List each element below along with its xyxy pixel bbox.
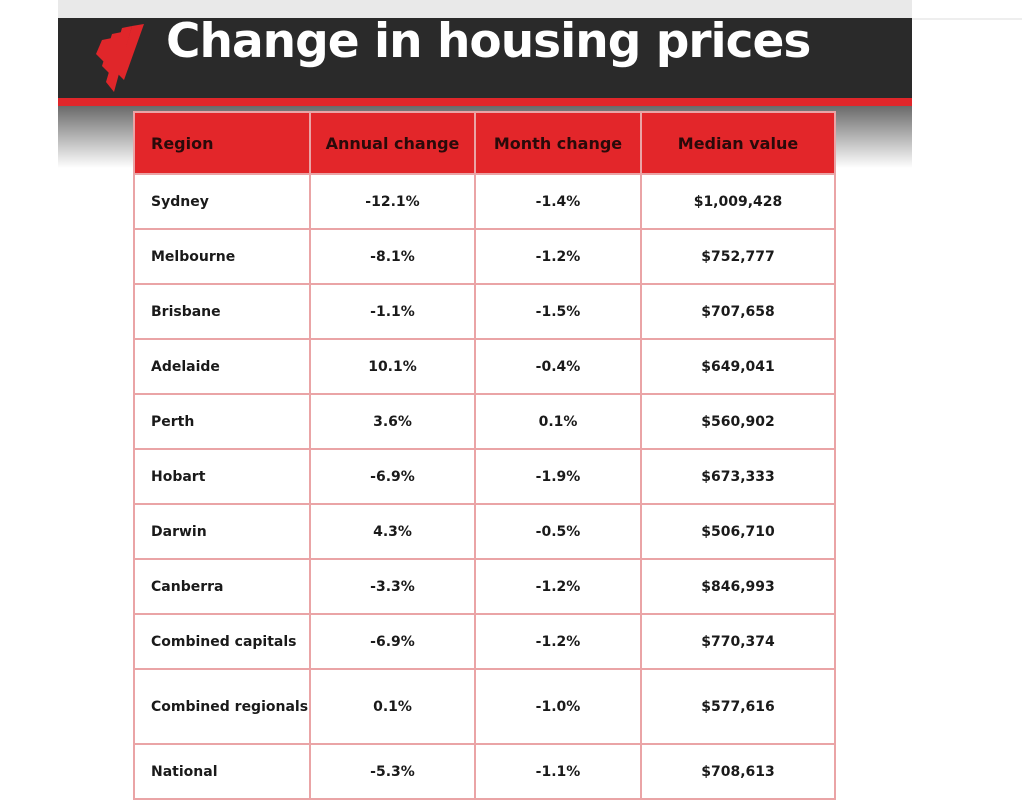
table-row: Melbourne -8.1% -1.2% $752,777 (133, 228, 836, 285)
table-row: Adelaide 10.1% -0.4% $649,041 (133, 338, 836, 395)
region-cell: Perth (133, 393, 311, 450)
region-cell: Brisbane (133, 283, 311, 340)
column-header-region: Region (133, 111, 311, 175)
annual-change-cell: 3.6% (309, 393, 476, 450)
annual-change-cell: 10.1% (309, 338, 476, 395)
region-cell: National (133, 743, 311, 800)
median-value-cell: $560,902 (640, 393, 836, 450)
median-value-cell: $770,374 (640, 613, 836, 670)
annual-change-cell: 0.1% (309, 668, 476, 745)
annual-change-cell: -6.9% (309, 613, 476, 670)
median-value-cell: $577,616 (640, 668, 836, 745)
region-cell: Adelaide (133, 338, 311, 395)
red-stripe (58, 98, 912, 106)
median-value-cell: $708,613 (640, 743, 836, 800)
table-row: Brisbane -1.1% -1.5% $707,658 (133, 283, 836, 340)
table-row: Combined capitals -6.9% -1.2% $770,374 (133, 613, 836, 670)
sbs-logo-icon (96, 24, 144, 92)
month-change-cell: 0.1% (474, 393, 642, 450)
housing-prices-table: Region Annual change Month change Median… (133, 111, 836, 800)
median-value-cell: $649,041 (640, 338, 836, 395)
month-change-cell: -0.5% (474, 503, 642, 560)
table-row: Sydney -12.1% -1.4% $1,009,428 (133, 173, 836, 230)
table-row: Perth 3.6% 0.1% $560,902 (133, 393, 836, 450)
month-change-cell: -1.2% (474, 558, 642, 615)
median-value-cell: $846,993 (640, 558, 836, 615)
median-value-cell: $506,710 (640, 503, 836, 560)
column-header-annual-change: Annual change (309, 111, 476, 175)
median-value-cell: $752,777 (640, 228, 836, 285)
region-cell: Melbourne (133, 228, 311, 285)
column-header-month-change: Month change (474, 111, 642, 175)
median-value-cell: $1,009,428 (640, 173, 836, 230)
region-cell: Combined regionals (133, 668, 311, 745)
annual-change-cell: -6.9% (309, 448, 476, 505)
region-cell: Combined capitals (133, 613, 311, 670)
region-cell: Darwin (133, 503, 311, 560)
table-row: Darwin 4.3% -0.5% $506,710 (133, 503, 836, 560)
month-change-cell: -1.9% (474, 448, 642, 505)
median-value-cell: $707,658 (640, 283, 836, 340)
region-cell: Hobart (133, 448, 311, 505)
table-row: Canberra -3.3% -1.2% $846,993 (133, 558, 836, 615)
month-change-cell: -0.4% (474, 338, 642, 395)
annual-change-cell: -12.1% (309, 173, 476, 230)
table-row: National -5.3% -1.1% $708,613 (133, 743, 836, 800)
annual-change-cell: 4.3% (309, 503, 476, 560)
region-cell: Canberra (133, 558, 311, 615)
column-header-median-value: Median value (640, 111, 836, 175)
month-change-cell: -1.0% (474, 668, 642, 745)
table-row: Hobart -6.9% -1.9% $673,333 (133, 448, 836, 505)
page-title: Change in housing prices (166, 14, 811, 69)
table-row: Combined regionals 0.1% -1.0% $577,616 (133, 668, 836, 745)
annual-change-cell: -1.1% (309, 283, 476, 340)
month-change-cell: -1.5% (474, 283, 642, 340)
month-change-cell: -1.4% (474, 173, 642, 230)
month-change-cell: -1.2% (474, 228, 642, 285)
title-banner (58, 18, 912, 98)
month-change-cell: -1.1% (474, 743, 642, 800)
annual-change-cell: -3.3% (309, 558, 476, 615)
table-header-row: Region Annual change Month change Median… (133, 111, 836, 175)
month-change-cell: -1.2% (474, 613, 642, 670)
annual-change-cell: -8.1% (309, 228, 476, 285)
annual-change-cell: -5.3% (309, 743, 476, 800)
divider (912, 18, 1022, 20)
region-cell: Sydney (133, 173, 311, 230)
median-value-cell: $673,333 (640, 448, 836, 505)
top-bar (58, 0, 912, 18)
